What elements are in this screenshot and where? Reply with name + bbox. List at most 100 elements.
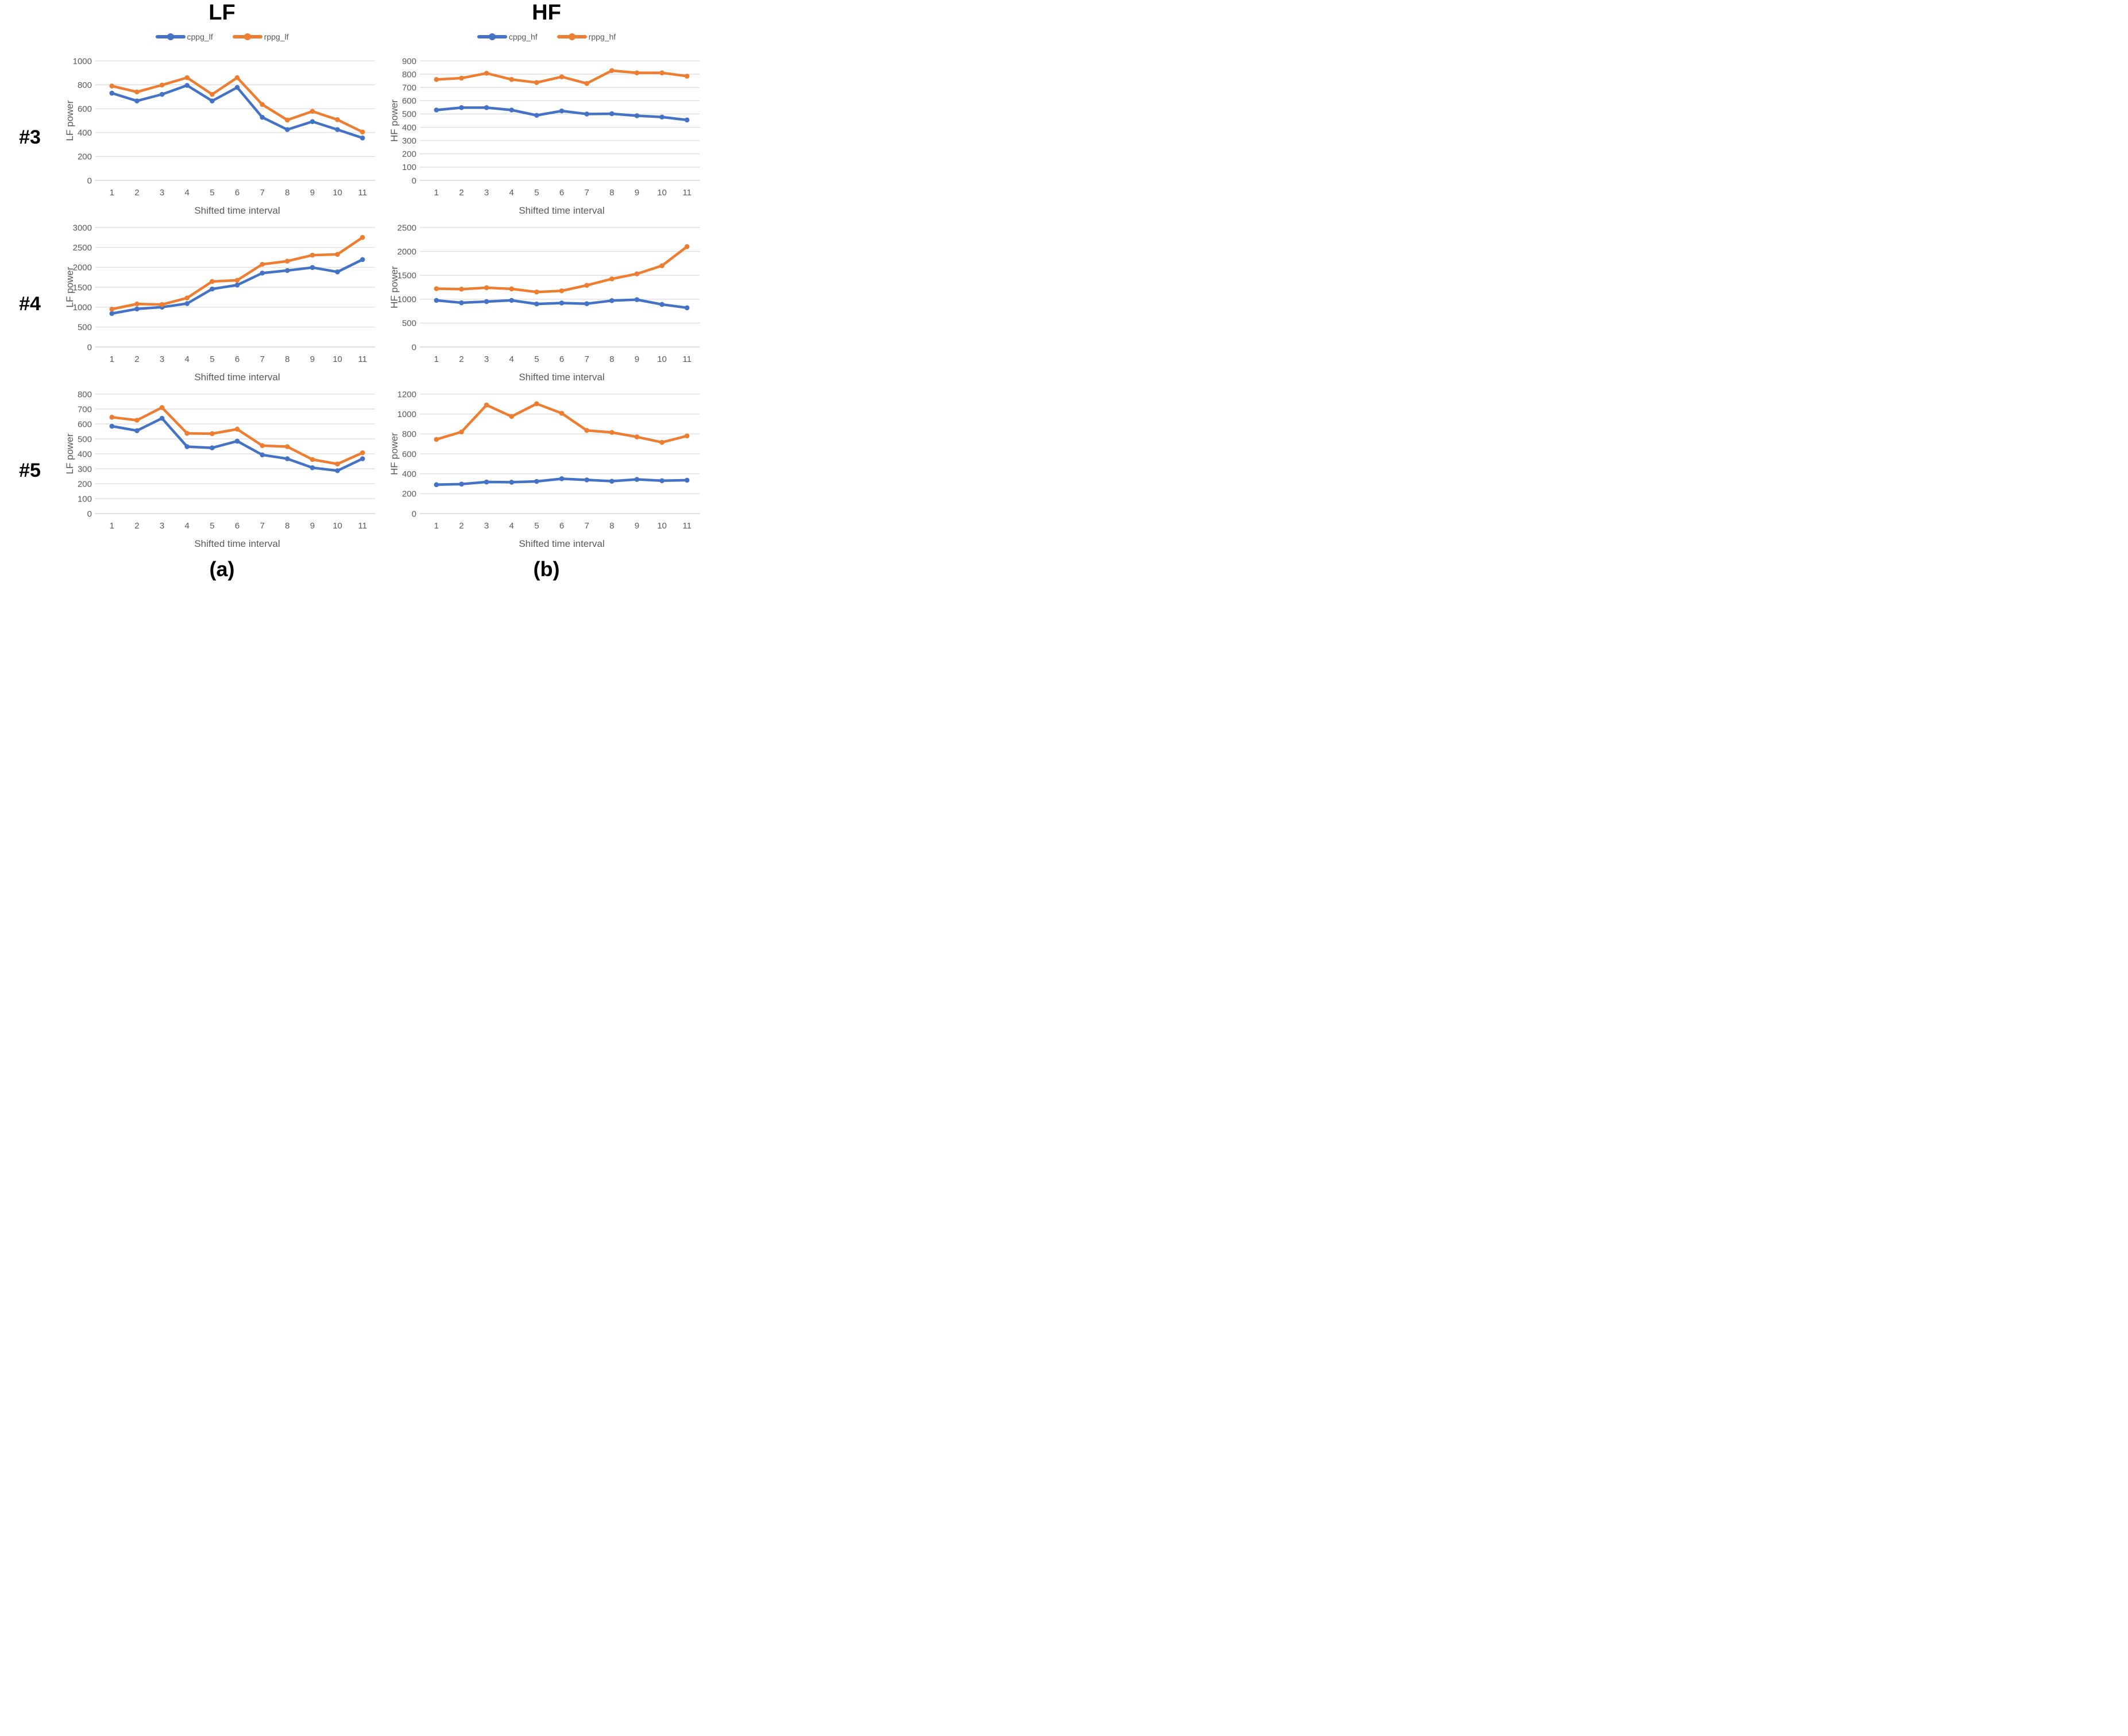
svg-text:10: 10 <box>333 354 342 364</box>
svg-text:8: 8 <box>609 521 614 531</box>
data-point <box>134 306 140 312</box>
data-point <box>508 298 514 303</box>
svg-text:2500: 2500 <box>72 243 91 253</box>
data-point <box>634 113 639 118</box>
chart-cell-lf-row4: 0 500 1000 1500 2000 2500 3000 1 2 3 4 5 6 7 8 9 10 11 Shi… <box>60 221 384 387</box>
data-point <box>209 431 215 437</box>
data-point <box>234 75 240 80</box>
svg-text:8: 8 <box>609 188 614 198</box>
data-point <box>234 84 240 90</box>
svg-text:400: 400 <box>77 449 91 459</box>
data-point <box>334 127 340 132</box>
data-point <box>458 429 464 435</box>
svg-text:9: 9 <box>310 521 314 531</box>
series-rppg_hf <box>434 401 689 445</box>
y-axis-title: LF power <box>64 433 75 474</box>
data-point <box>684 117 689 123</box>
lf-row4-line-chart: 0 500 1000 1500 2000 2500 3000 1 2 3 4 5 6 7 8 9 10 11 Shi… <box>64 223 375 383</box>
data-point <box>434 107 439 113</box>
legend-label: rppg_hf <box>588 32 616 41</box>
svg-text:5: 5 <box>210 354 214 364</box>
data-point <box>534 113 539 118</box>
svg-text:3: 3 <box>159 521 164 531</box>
y-gridlines <box>95 227 375 348</box>
data-point <box>584 427 589 433</box>
lf-row5-line-chart: 0 100 200 300 400 500 600 700 800 1 2 3 4 5 6 7 8 9 10 11 Sh… <box>64 389 375 549</box>
svg-text:6: 6 <box>559 354 563 364</box>
series-rppg_hf <box>434 68 689 86</box>
data-point <box>109 423 114 429</box>
data-point <box>209 279 215 284</box>
legend-marker-icon <box>477 33 507 40</box>
svg-text:6: 6 <box>559 521 563 531</box>
svg-text:9: 9 <box>634 521 639 531</box>
svg-text:5: 5 <box>534 521 539 531</box>
data-point <box>559 74 564 80</box>
data-point <box>310 457 315 462</box>
data-point <box>284 444 290 449</box>
svg-text:0: 0 <box>411 342 416 352</box>
y-gridlines <box>95 394 375 514</box>
data-point <box>508 286 514 292</box>
data-point <box>334 468 340 473</box>
svg-text:11: 11 <box>682 521 692 531</box>
data-point <box>134 301 140 307</box>
svg-text:200: 200 <box>401 149 416 159</box>
svg-text:800: 800 <box>401 70 416 79</box>
svg-text:800: 800 <box>77 80 91 90</box>
svg-text:9: 9 <box>310 188 314 198</box>
data-point <box>184 431 190 436</box>
data-point <box>559 300 564 306</box>
svg-text:1000: 1000 <box>72 303 91 313</box>
svg-text:3: 3 <box>159 354 164 364</box>
svg-text:1500: 1500 <box>72 283 91 292</box>
svg-text:2: 2 <box>459 354 464 364</box>
data-point <box>534 479 539 484</box>
data-point <box>259 443 265 448</box>
series-rppg_hf <box>434 244 689 295</box>
svg-text:2000: 2000 <box>397 247 416 257</box>
data-point <box>360 257 365 263</box>
y-gridlines <box>419 227 700 348</box>
svg-text:400: 400 <box>401 469 416 479</box>
data-point <box>334 269 340 275</box>
subfigure-label-a: (a) <box>209 557 235 581</box>
y-gridlines <box>419 60 700 181</box>
data-point <box>559 476 564 481</box>
series-rppg_lf <box>109 235 365 312</box>
svg-text:300: 300 <box>401 136 416 146</box>
data-point <box>259 114 265 120</box>
y-axis-title: LF power <box>64 267 75 307</box>
y-tick-labels: 0 500 1000 1500 2000 2500 3000 <box>72 223 91 352</box>
data-point <box>584 477 589 483</box>
subfigure-label-b: (b) <box>533 557 560 581</box>
series-cppg_lf <box>109 415 365 473</box>
svg-text:2500: 2500 <box>397 223 416 233</box>
svg-text:5: 5 <box>534 354 539 364</box>
data-point <box>659 70 665 76</box>
x-axis-title: Shifted time interval <box>519 372 604 383</box>
svg-text:3: 3 <box>484 354 488 364</box>
data-point <box>484 71 489 76</box>
series-cppg_lf <box>109 83 365 141</box>
svg-text:3000: 3000 <box>72 223 91 233</box>
svg-text:10: 10 <box>657 354 667 364</box>
svg-text:4: 4 <box>184 188 189 198</box>
svg-text:400: 400 <box>77 128 91 138</box>
hf-row4-line-chart: 0 500 1000 1500 2000 2500 1 2 3 4 5 6 7 8 9 10 11 Shifted… <box>389 223 700 383</box>
svg-text:4: 4 <box>509 521 513 531</box>
svg-text:9: 9 <box>634 188 639 198</box>
row-label-4: #4 <box>19 292 41 315</box>
x-tick-labels: 1 2 3 4 5 6 7 8 9 10 11 <box>109 188 366 198</box>
data-point <box>209 91 215 97</box>
data-point <box>684 477 689 483</box>
data-point <box>659 439 665 445</box>
svg-text:900: 900 <box>401 56 416 66</box>
series-rppg_lf <box>109 75 365 135</box>
data-point <box>159 91 164 97</box>
legend-item-rppg_lf: rppg_lf <box>232 32 288 41</box>
y-axis-title: HF power <box>389 433 400 475</box>
y-axis-title: LF power <box>64 100 75 141</box>
data-point <box>508 77 514 82</box>
data-point <box>434 286 439 291</box>
